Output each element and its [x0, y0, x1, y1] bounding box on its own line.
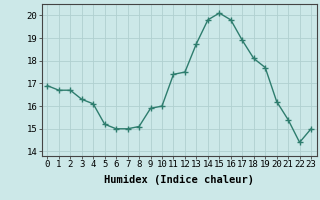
X-axis label: Humidex (Indice chaleur): Humidex (Indice chaleur)	[104, 175, 254, 185]
